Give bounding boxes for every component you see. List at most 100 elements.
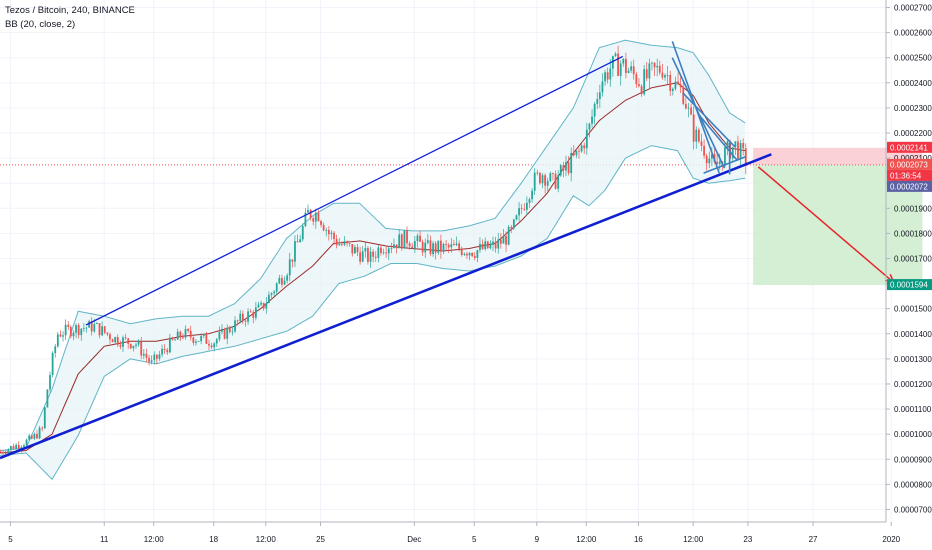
candle-body xyxy=(322,224,325,231)
candle-body xyxy=(382,252,385,254)
candle-body xyxy=(174,339,176,341)
candle-body xyxy=(533,172,536,191)
candle-body xyxy=(716,161,719,165)
candle-body xyxy=(49,375,51,390)
lower-band xyxy=(0,145,746,481)
candle-body xyxy=(523,208,526,210)
candle-body xyxy=(403,230,406,249)
candle-body xyxy=(510,226,513,229)
candle-body xyxy=(528,199,531,203)
candle-body xyxy=(338,244,341,246)
candle-body xyxy=(348,243,351,245)
candle-body xyxy=(30,435,33,439)
candle-body xyxy=(148,357,150,362)
symbol-title: Tezos / Bitcoin, 240, BINANCE xyxy=(5,5,135,16)
candle-body xyxy=(153,354,156,361)
candle-body xyxy=(627,70,630,73)
candle-body xyxy=(604,72,606,82)
candle-body xyxy=(273,291,276,294)
candle-body xyxy=(411,246,414,249)
candle-body xyxy=(275,283,278,292)
candle-body xyxy=(202,334,205,336)
candle-body xyxy=(286,275,289,281)
upper-band xyxy=(0,39,746,451)
candle-body xyxy=(17,444,20,449)
candle-body xyxy=(343,241,346,245)
bar-countdown-tag: 01:36:54 xyxy=(890,171,922,180)
candle-body xyxy=(453,244,455,246)
candle-body xyxy=(632,66,635,75)
candle-body xyxy=(695,129,698,142)
candle-body xyxy=(260,302,262,305)
candle-body xyxy=(41,427,44,429)
candle-body xyxy=(208,343,210,346)
wedge-line xyxy=(697,113,739,162)
candle-body xyxy=(56,334,59,347)
price-axis[interactable]: 0.0002700 0.0002600 0.0002500 0.0002400 0.00… xyxy=(885,0,932,522)
time-tick-label: 23 xyxy=(743,535,752,544)
candle-body xyxy=(351,244,354,254)
candle-body xyxy=(85,327,88,329)
price-tick-label: 0.0001500 xyxy=(894,305,932,314)
candle-body xyxy=(82,328,85,329)
candle-body xyxy=(294,241,296,262)
candle-body xyxy=(252,312,255,318)
candle-body xyxy=(593,103,596,117)
time-axis[interactable]: 5 11 12:00 18 12:00 25 Dec 5 9 12:00 16 12:00 23 27 20… xyxy=(0,521,901,544)
candle-body xyxy=(2,451,5,454)
candle-body xyxy=(572,152,575,156)
price-tags: 0.0002141 0.0002073 01:36:54 0.0002072 0.000… xyxy=(887,141,932,291)
candle-body xyxy=(367,248,369,262)
candle-body xyxy=(62,335,64,337)
time-tick-label: Dec xyxy=(407,535,421,544)
candle-body xyxy=(244,320,247,322)
candle-body xyxy=(335,239,338,246)
bollinger-bands xyxy=(0,39,746,481)
candle-body xyxy=(684,103,687,109)
price-tick-label: 0.0001000 xyxy=(894,430,932,439)
candle-body xyxy=(497,239,500,249)
candle-body xyxy=(731,147,734,159)
candle-body xyxy=(419,235,421,242)
price-tick-label: 0.0002300 xyxy=(894,104,932,113)
current-price-tag: 0.0002073 xyxy=(890,160,928,169)
candle-body xyxy=(114,337,117,343)
candle-body xyxy=(200,335,203,342)
candle-body xyxy=(437,240,440,253)
candle-body xyxy=(442,243,445,252)
candle-body xyxy=(609,68,612,80)
time-tick-label: 5 xyxy=(8,535,13,544)
candle-body xyxy=(718,161,721,165)
candle-body xyxy=(155,354,158,359)
price-tick-label: 0.0002400 xyxy=(894,79,932,88)
candle-body xyxy=(23,445,25,447)
candle-body xyxy=(28,435,31,440)
candle-body xyxy=(54,346,57,353)
candle-body xyxy=(406,230,408,244)
candle-body xyxy=(182,337,184,339)
candle-body xyxy=(505,236,507,245)
candle-body xyxy=(213,343,216,348)
candle-body xyxy=(711,154,713,159)
candle-body xyxy=(539,172,541,184)
candle-body xyxy=(262,302,265,309)
candle-body xyxy=(106,332,109,335)
candle-body xyxy=(536,172,539,174)
candle-body xyxy=(69,326,72,337)
candle-body xyxy=(531,190,533,200)
candle-body xyxy=(176,331,179,340)
candle-body xyxy=(739,142,742,159)
time-tick-label: 16 xyxy=(634,535,643,544)
candle-body xyxy=(301,226,304,240)
candle-body xyxy=(218,331,221,340)
candle-body xyxy=(314,212,317,222)
candle-body xyxy=(525,202,528,210)
candle-body xyxy=(38,427,41,439)
candle-body xyxy=(426,240,429,243)
candle-body xyxy=(195,341,197,343)
candle-body xyxy=(669,74,672,91)
candle-body xyxy=(445,243,448,245)
candle-body xyxy=(135,344,137,346)
candle-body xyxy=(651,62,653,64)
